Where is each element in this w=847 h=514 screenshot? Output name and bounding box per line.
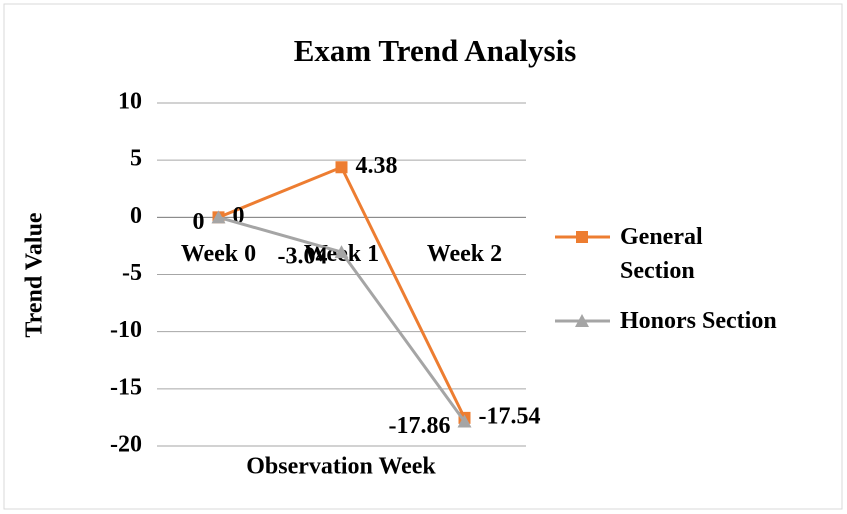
y-tick-label: -10 <box>110 317 142 343</box>
marker <box>335 161 348 174</box>
y-tick-label: -15 <box>110 374 142 400</box>
marker <box>334 245 349 259</box>
marker <box>457 414 472 428</box>
x-axis-title: Observation Week <box>246 454 436 480</box>
y-axis-title: Trend Value <box>22 212 48 338</box>
y-tick-label: 10 <box>118 89 142 115</box>
data-label: 0 <box>193 209 205 235</box>
legend-label: General Section <box>620 224 703 284</box>
y-tick-label: -20 <box>110 432 142 458</box>
y-tick-label: 0 <box>130 203 142 229</box>
y-tick-label: 5 <box>130 146 142 172</box>
legend-label: Honors Section <box>620 308 777 334</box>
data-label: -3.04 <box>278 244 328 270</box>
marker <box>211 210 226 224</box>
chart-title: Exam Trend Analysis <box>294 33 577 68</box>
x-tick-label: Week 0 <box>181 241 256 267</box>
data-label: -17.54 <box>479 403 541 429</box>
legend-marker <box>576 231 588 243</box>
chart-border <box>3 3 843 510</box>
x-tick-label: Week 2 <box>427 241 502 267</box>
data-label: -17.86 <box>389 413 451 439</box>
legend-marker <box>575 314 589 327</box>
y-tick-label: -5 <box>122 260 142 286</box>
data-label: 4.38 <box>356 153 398 179</box>
